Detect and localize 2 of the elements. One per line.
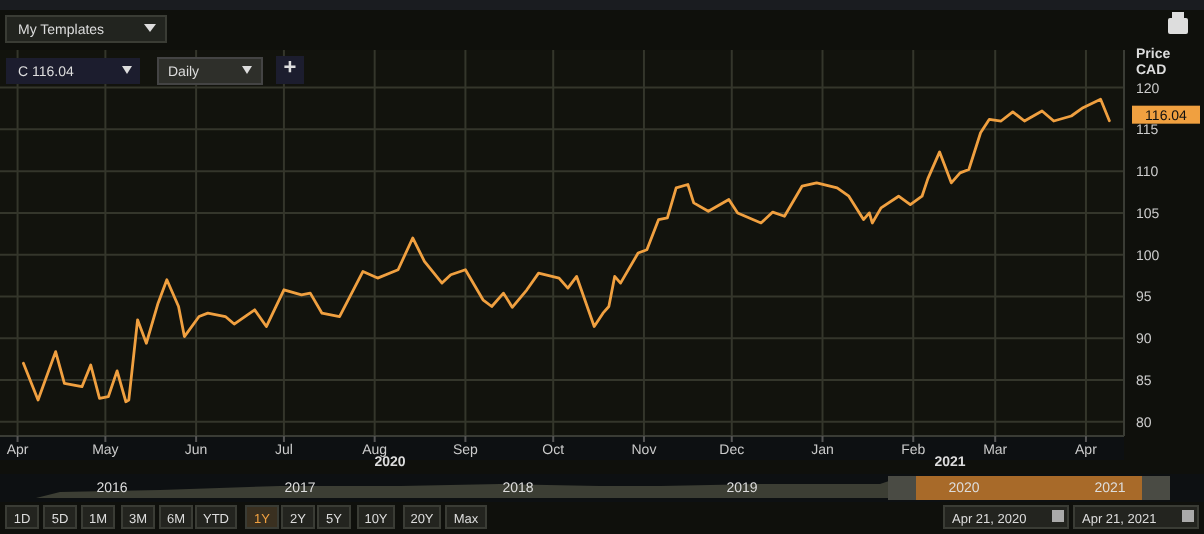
annotation: + <box>283 56 297 80</box>
line-series <box>22 97 1111 404</box>
